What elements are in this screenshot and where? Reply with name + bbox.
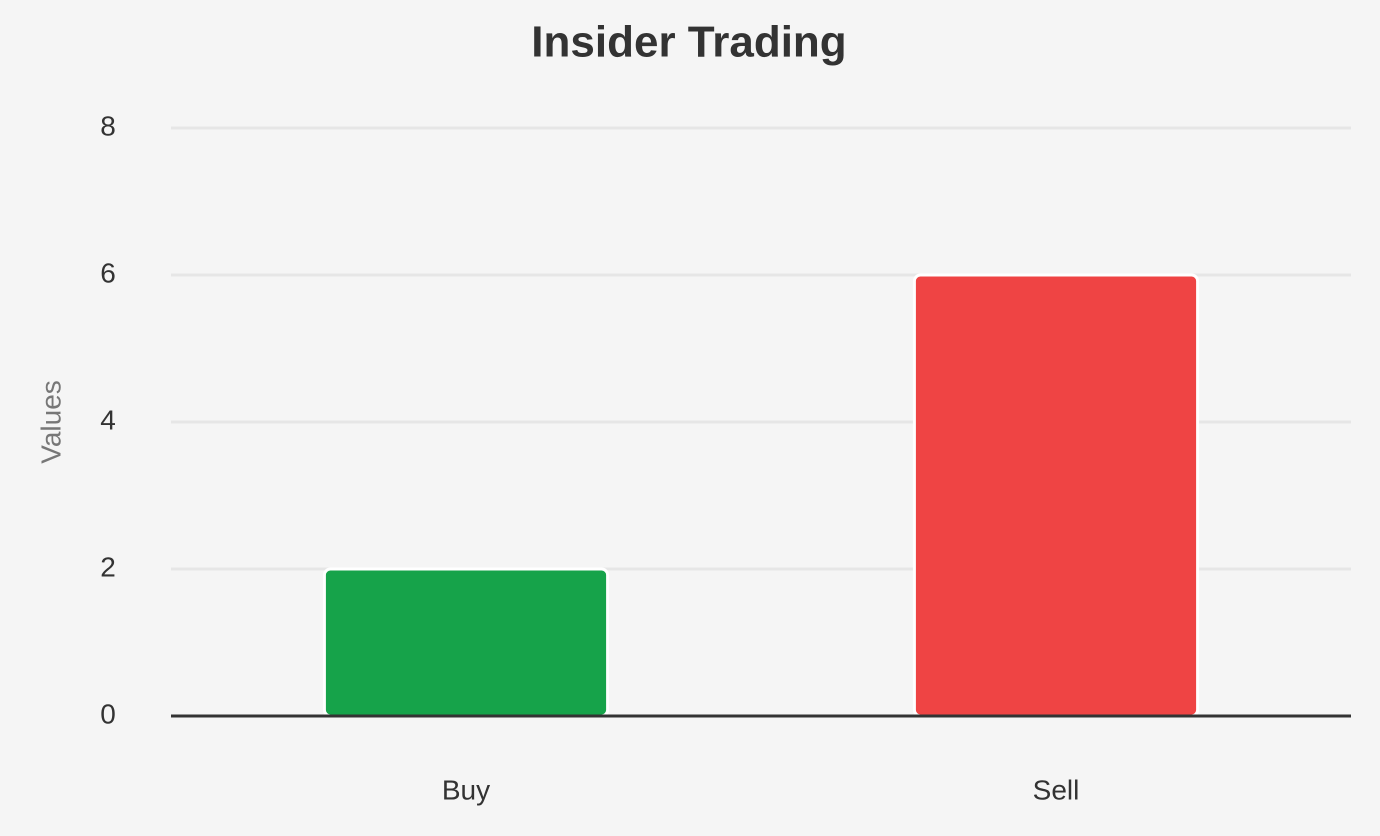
- chart-title: Insider Trading: [531, 18, 846, 67]
- y-tick-label: 8: [100, 110, 116, 141]
- x-tick-label: Buy: [442, 774, 490, 805]
- bar: [912, 273, 1200, 718]
- y-axis-label: Values: [35, 380, 66, 464]
- y-tick-label: 6: [100, 257, 116, 288]
- bar: [322, 567, 610, 718]
- y-tick-label: 0: [100, 698, 116, 729]
- y-tick-label: 2: [100, 551, 116, 582]
- y-tick-label: 4: [100, 404, 116, 435]
- x-tick-label: Sell: [1033, 774, 1080, 805]
